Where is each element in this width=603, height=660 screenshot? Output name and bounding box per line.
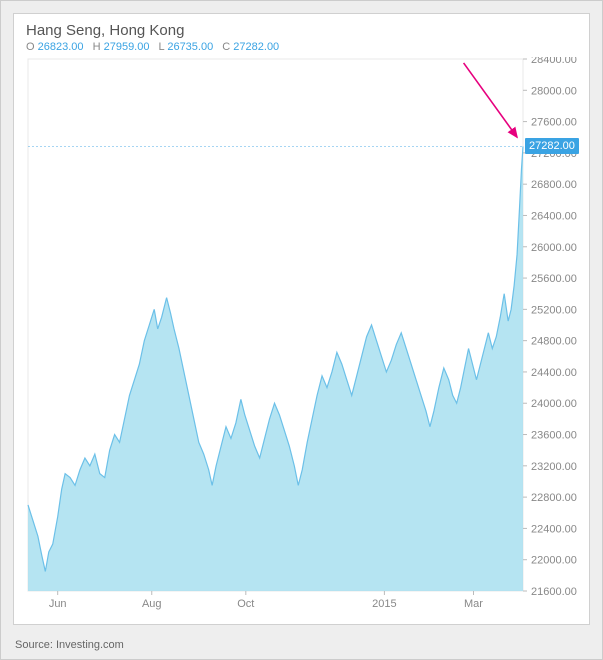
ohlc-o-value: 26823.00 xyxy=(38,41,84,53)
ohlc-l-value: 26735.00 xyxy=(167,41,213,53)
svg-text:Mar: Mar xyxy=(464,598,483,610)
current-price-flag: 27282.00 xyxy=(525,138,579,154)
plot-area: 21600.00 22000.00 22400.00 22800.00 23200.00… xyxy=(26,57,581,613)
ohlc-o-label: O xyxy=(26,41,35,53)
svg-text:21600.00: 21600.00 xyxy=(531,586,577,598)
svg-text:22800.00: 22800.00 xyxy=(531,492,577,504)
svg-text:22000.00: 22000.00 xyxy=(531,555,577,567)
svg-text:24000.00: 24000.00 xyxy=(531,398,577,410)
chart-card: Hang Seng, Hong Kong O 26823.00 H 27959.… xyxy=(13,13,590,625)
svg-text:27600.00: 27600.00 xyxy=(531,117,577,129)
svg-text:24800.00: 24800.00 xyxy=(531,336,577,348)
svg-text:Jun: Jun xyxy=(49,598,67,610)
ohlc-c-label: C xyxy=(222,41,230,53)
svg-text:22400.00: 22400.00 xyxy=(531,523,577,535)
svg-text:26000.00: 26000.00 xyxy=(531,242,577,254)
svg-text:28000.00: 28000.00 xyxy=(531,85,577,97)
ohlc-h-label: H xyxy=(93,41,101,53)
chart-svg: 21600.00 22000.00 22400.00 22800.00 23200.00… xyxy=(26,57,581,613)
svg-text:25200.00: 25200.00 xyxy=(531,304,577,316)
ohlc-row: O 26823.00 H 27959.00 L 26735.00 C 27282… xyxy=(26,41,581,53)
svg-text:23600.00: 23600.00 xyxy=(531,430,577,442)
svg-text:2015: 2015 xyxy=(372,598,396,610)
svg-text:26800.00: 26800.00 xyxy=(531,179,577,191)
svg-text:23200.00: 23200.00 xyxy=(531,461,577,473)
svg-text:Oct: Oct xyxy=(237,598,254,610)
svg-text:25600.00: 25600.00 xyxy=(531,273,577,285)
svg-text:Aug: Aug xyxy=(142,598,162,610)
ohlc-c-value: 27282.00 xyxy=(233,41,279,53)
outer-frame: Hang Seng, Hong Kong O 26823.00 H 27959.… xyxy=(0,0,603,660)
svg-text:24400.00: 24400.00 xyxy=(531,367,577,379)
chart-title: Hang Seng, Hong Kong xyxy=(26,22,581,39)
ohlc-h-value: 27959.00 xyxy=(104,41,150,53)
ohlc-l-label: L xyxy=(159,41,165,53)
source-label: Source: Investing.com xyxy=(15,639,124,651)
svg-text:28400.00: 28400.00 xyxy=(531,57,577,66)
svg-text:26400.00: 26400.00 xyxy=(531,210,577,222)
